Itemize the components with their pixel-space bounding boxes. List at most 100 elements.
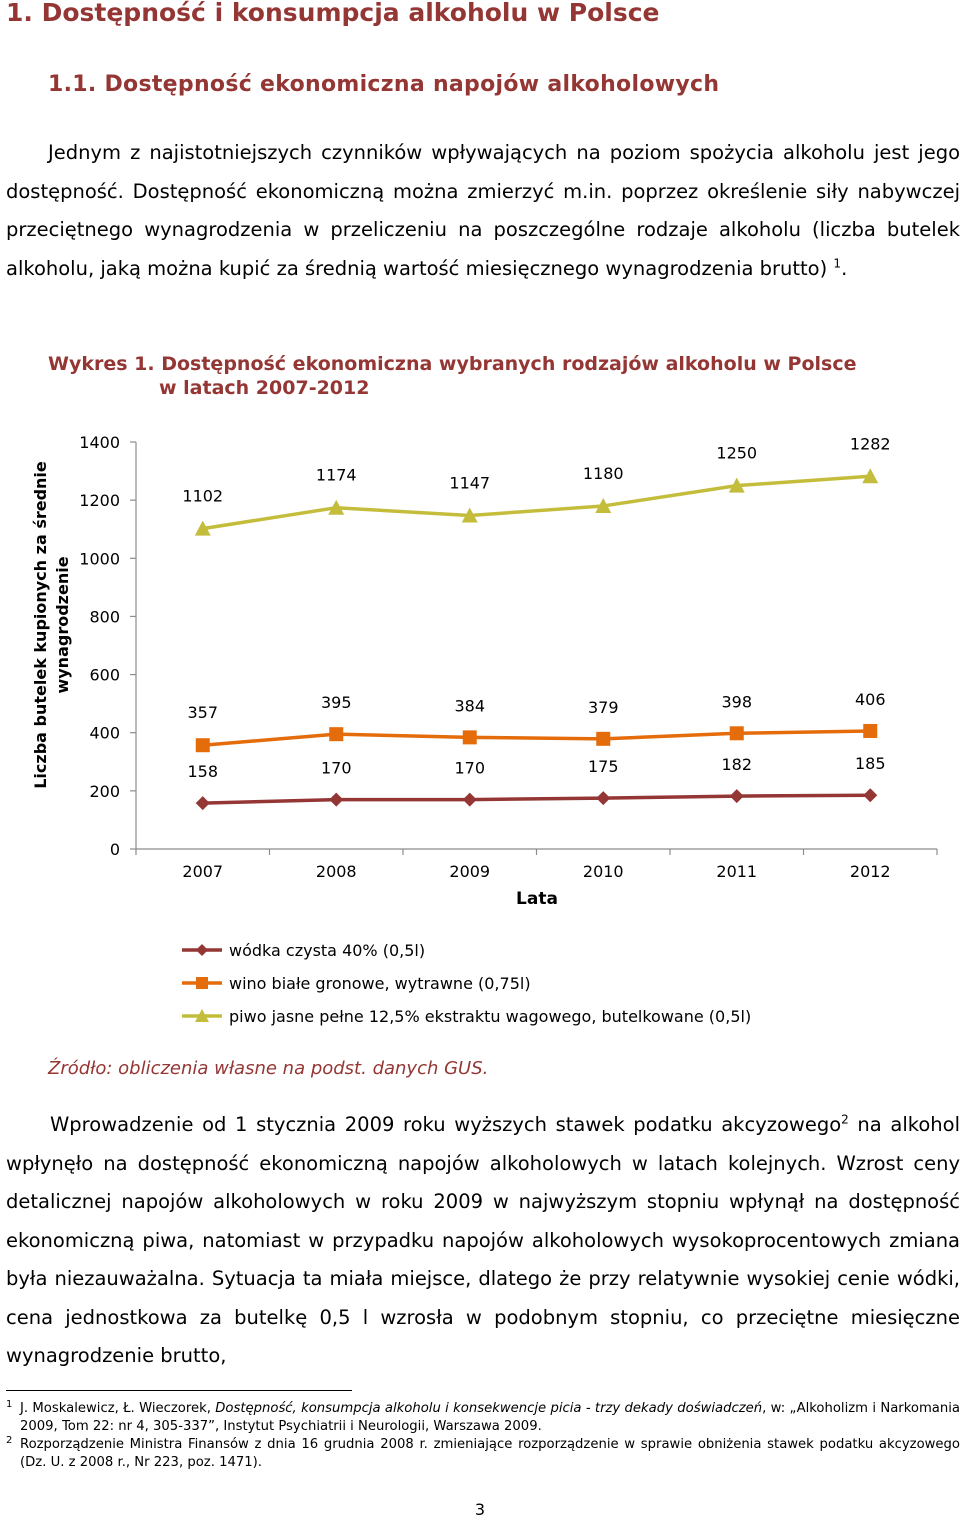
series-line: [202, 474, 871, 531]
data-point-square: [329, 727, 344, 742]
x-tick-label: 2010: [583, 862, 624, 881]
footnote-text-end: , w: „Alkoholizm i Narkomania 2009, Tom …: [20, 1401, 960, 1434]
series-line: [202, 729, 871, 747]
data-label: 182: [721, 755, 752, 774]
y-tick-label: 200: [89, 782, 120, 801]
footnote-number: 1: [6, 1399, 13, 1410]
y-axis-title: Liczba butelek kupionych za średnie wyna…: [31, 461, 72, 789]
y-tick-labels: 0 200 400 600 800 1000 1200 1400: [79, 433, 120, 859]
data-point-diamond: [863, 788, 878, 803]
data-label: 395: [321, 693, 352, 712]
data-label: 1174: [316, 466, 357, 485]
series-2: 357 395 384 379 398 406: [187, 690, 886, 753]
subsection-heading: 1.1. Dostępność ekonomiczna napojów alko…: [48, 72, 720, 97]
y-tick-label: 600: [89, 666, 120, 685]
data-point-square: [195, 738, 210, 753]
legend-item-2: wino białe gronowe, wytrawne (0,75l): [182, 974, 531, 993]
footnote-2: 2 Rozporządzenie Ministra Finansów z dnia…: [6, 1435, 960, 1472]
y-axis-title-line2: wynagrodzenie: [53, 556, 72, 693]
page-number: 3: [474, 1500, 486, 1519]
data-label: 1180: [583, 464, 624, 483]
body-paragraph-part1: Wprowadzenie od 1 stycznia 2009 roku wyż…: [50, 1113, 842, 1136]
legend-item-3: piwo jasne pełne 12,5% ekstraktu wagoweg…: [182, 1007, 751, 1026]
data-point-diamond: [195, 796, 210, 811]
section-heading: 1. Dostępność i konsumpcja alkoholu w Po…: [6, 0, 660, 27]
footnotes: 1 J. Moskalewicz, Ł. Wieczorek, Dostępnoś…: [6, 1399, 960, 1472]
plot-area: 158 170 170 175 182 185 357 395 384 379 398 406 1102…: [182, 434, 891, 811]
data-point-diamond: [596, 791, 611, 806]
footnote-text: Rozporządzenie Ministra Finansów z dnia …: [20, 1437, 960, 1470]
data-point-triangle: [728, 477, 745, 493]
y-tick-label: 800: [89, 607, 120, 626]
footnote-ref-2[interactable]: 2: [841, 1112, 849, 1127]
footnote-1: 1 J. Moskalewicz, Ł. Wieczorek, Dostępnoś…: [6, 1399, 960, 1436]
footnote-ref-1[interactable]: 1: [833, 256, 842, 270]
data-label: 1147: [449, 474, 490, 493]
data-label: 1102: [182, 487, 223, 506]
line-chart: Liczba butelek kupionych za średnie wyna…: [31, 433, 938, 1026]
footnote-text: J. Moskalewicz, Ł. Wieczorek,: [20, 1401, 216, 1416]
data-label: 379: [588, 698, 619, 717]
data-point-diamond: [196, 944, 208, 956]
data-label: 398: [721, 692, 752, 711]
series-1: 158 170 170 175 182 185: [187, 754, 886, 811]
data-point-triangle: [194, 520, 211, 536]
x-tick-label: 2009: [449, 862, 490, 881]
data-label: 1282: [850, 434, 891, 453]
legend-item-1: wódka czysta 40% (0,5l): [182, 941, 425, 960]
y-tick-label: 1000: [79, 549, 120, 568]
x-tick-label: 2008: [316, 862, 357, 881]
data-point-triangle: [862, 468, 879, 484]
x-tick-label: 2011: [716, 862, 757, 881]
y-tick-label: 0: [110, 840, 120, 859]
data-label: 175: [588, 757, 619, 776]
figure-caption-line2: w latach 2007-2012: [159, 377, 370, 399]
series-line: [202, 793, 871, 805]
figure-caption-line1: Wykres 1. Dostępność ekonomiczna wybrany…: [48, 353, 857, 375]
data-point-triangle: [595, 497, 612, 513]
data-label: 170: [454, 759, 485, 778]
legend-label: piwo jasne pełne 12,5% ekstraktu wagoweg…: [229, 1007, 751, 1026]
data-point-diamond: [462, 792, 477, 807]
data-point-square: [729, 726, 744, 741]
intro-paragraph-text: Jednym z najistotniejszych czynników wpł…: [6, 141, 960, 280]
data-point-triangle: [328, 499, 345, 515]
intro-paragraph-end: .: [841, 256, 848, 280]
data-label: 406: [855, 690, 886, 709]
footnote-number: 2: [6, 1435, 13, 1446]
x-tick-label: 2012: [850, 862, 891, 881]
footnote-title: Dostępność, konsumpcja alkoholu i konsek…: [215, 1401, 763, 1416]
data-label: 185: [855, 754, 886, 773]
data-label: 384: [454, 696, 485, 715]
body-paragraph: Wprowadzenie od 1 stycznia 2009 roku wyż…: [6, 1106, 960, 1376]
data-point-triangle: [195, 1009, 209, 1022]
body-paragraph-part2: na alkohol wpłynęło na dostępność ekonom…: [6, 1113, 960, 1367]
x-axis-title: Lata: [516, 889, 558, 909]
data-point-diamond: [329, 792, 344, 807]
figure-source: Źródło: obliczenia własne na podst. dany…: [48, 1058, 489, 1079]
y-tick-label: 1200: [79, 491, 120, 510]
data-label: 170: [321, 759, 352, 778]
data-label: 357: [187, 703, 218, 722]
axes: [130, 441, 938, 855]
data-point-diamond: [729, 789, 744, 804]
data-point-triangle: [461, 507, 478, 523]
figure-caption: Wykres 1. Dostępność ekonomiczna wybrany…: [48, 352, 856, 400]
y-tick-label: 400: [89, 724, 120, 743]
legend: wódka czysta 40% (0,5l) wino białe gronow…: [182, 941, 751, 1026]
y-tick-label: 1400: [79, 433, 120, 452]
data-point-square: [863, 723, 878, 738]
x-tick-labels: 2007 2008 2009 2010 2011 2012: [182, 862, 890, 881]
data-point-square: [196, 977, 208, 989]
x-tick-label: 2007: [182, 862, 223, 881]
intro-paragraph: Jednym z najistotniejszych czynników wpł…: [6, 134, 960, 288]
data-label: 1250: [716, 444, 757, 463]
series-3: 1102 1174 1147 1180 1250 1282: [182, 434, 891, 536]
y-axis-title-line1: Liczba butelek kupionych za średnie: [31, 461, 50, 789]
legend-label: wino białe gronowe, wytrawne (0,75l): [229, 974, 531, 993]
footnote-separator: [6, 1390, 352, 1391]
legend-label: wódka czysta 40% (0,5l): [229, 941, 425, 960]
data-point-square: [596, 731, 611, 746]
data-point-square: [462, 730, 477, 745]
data-label: 158: [187, 762, 218, 781]
